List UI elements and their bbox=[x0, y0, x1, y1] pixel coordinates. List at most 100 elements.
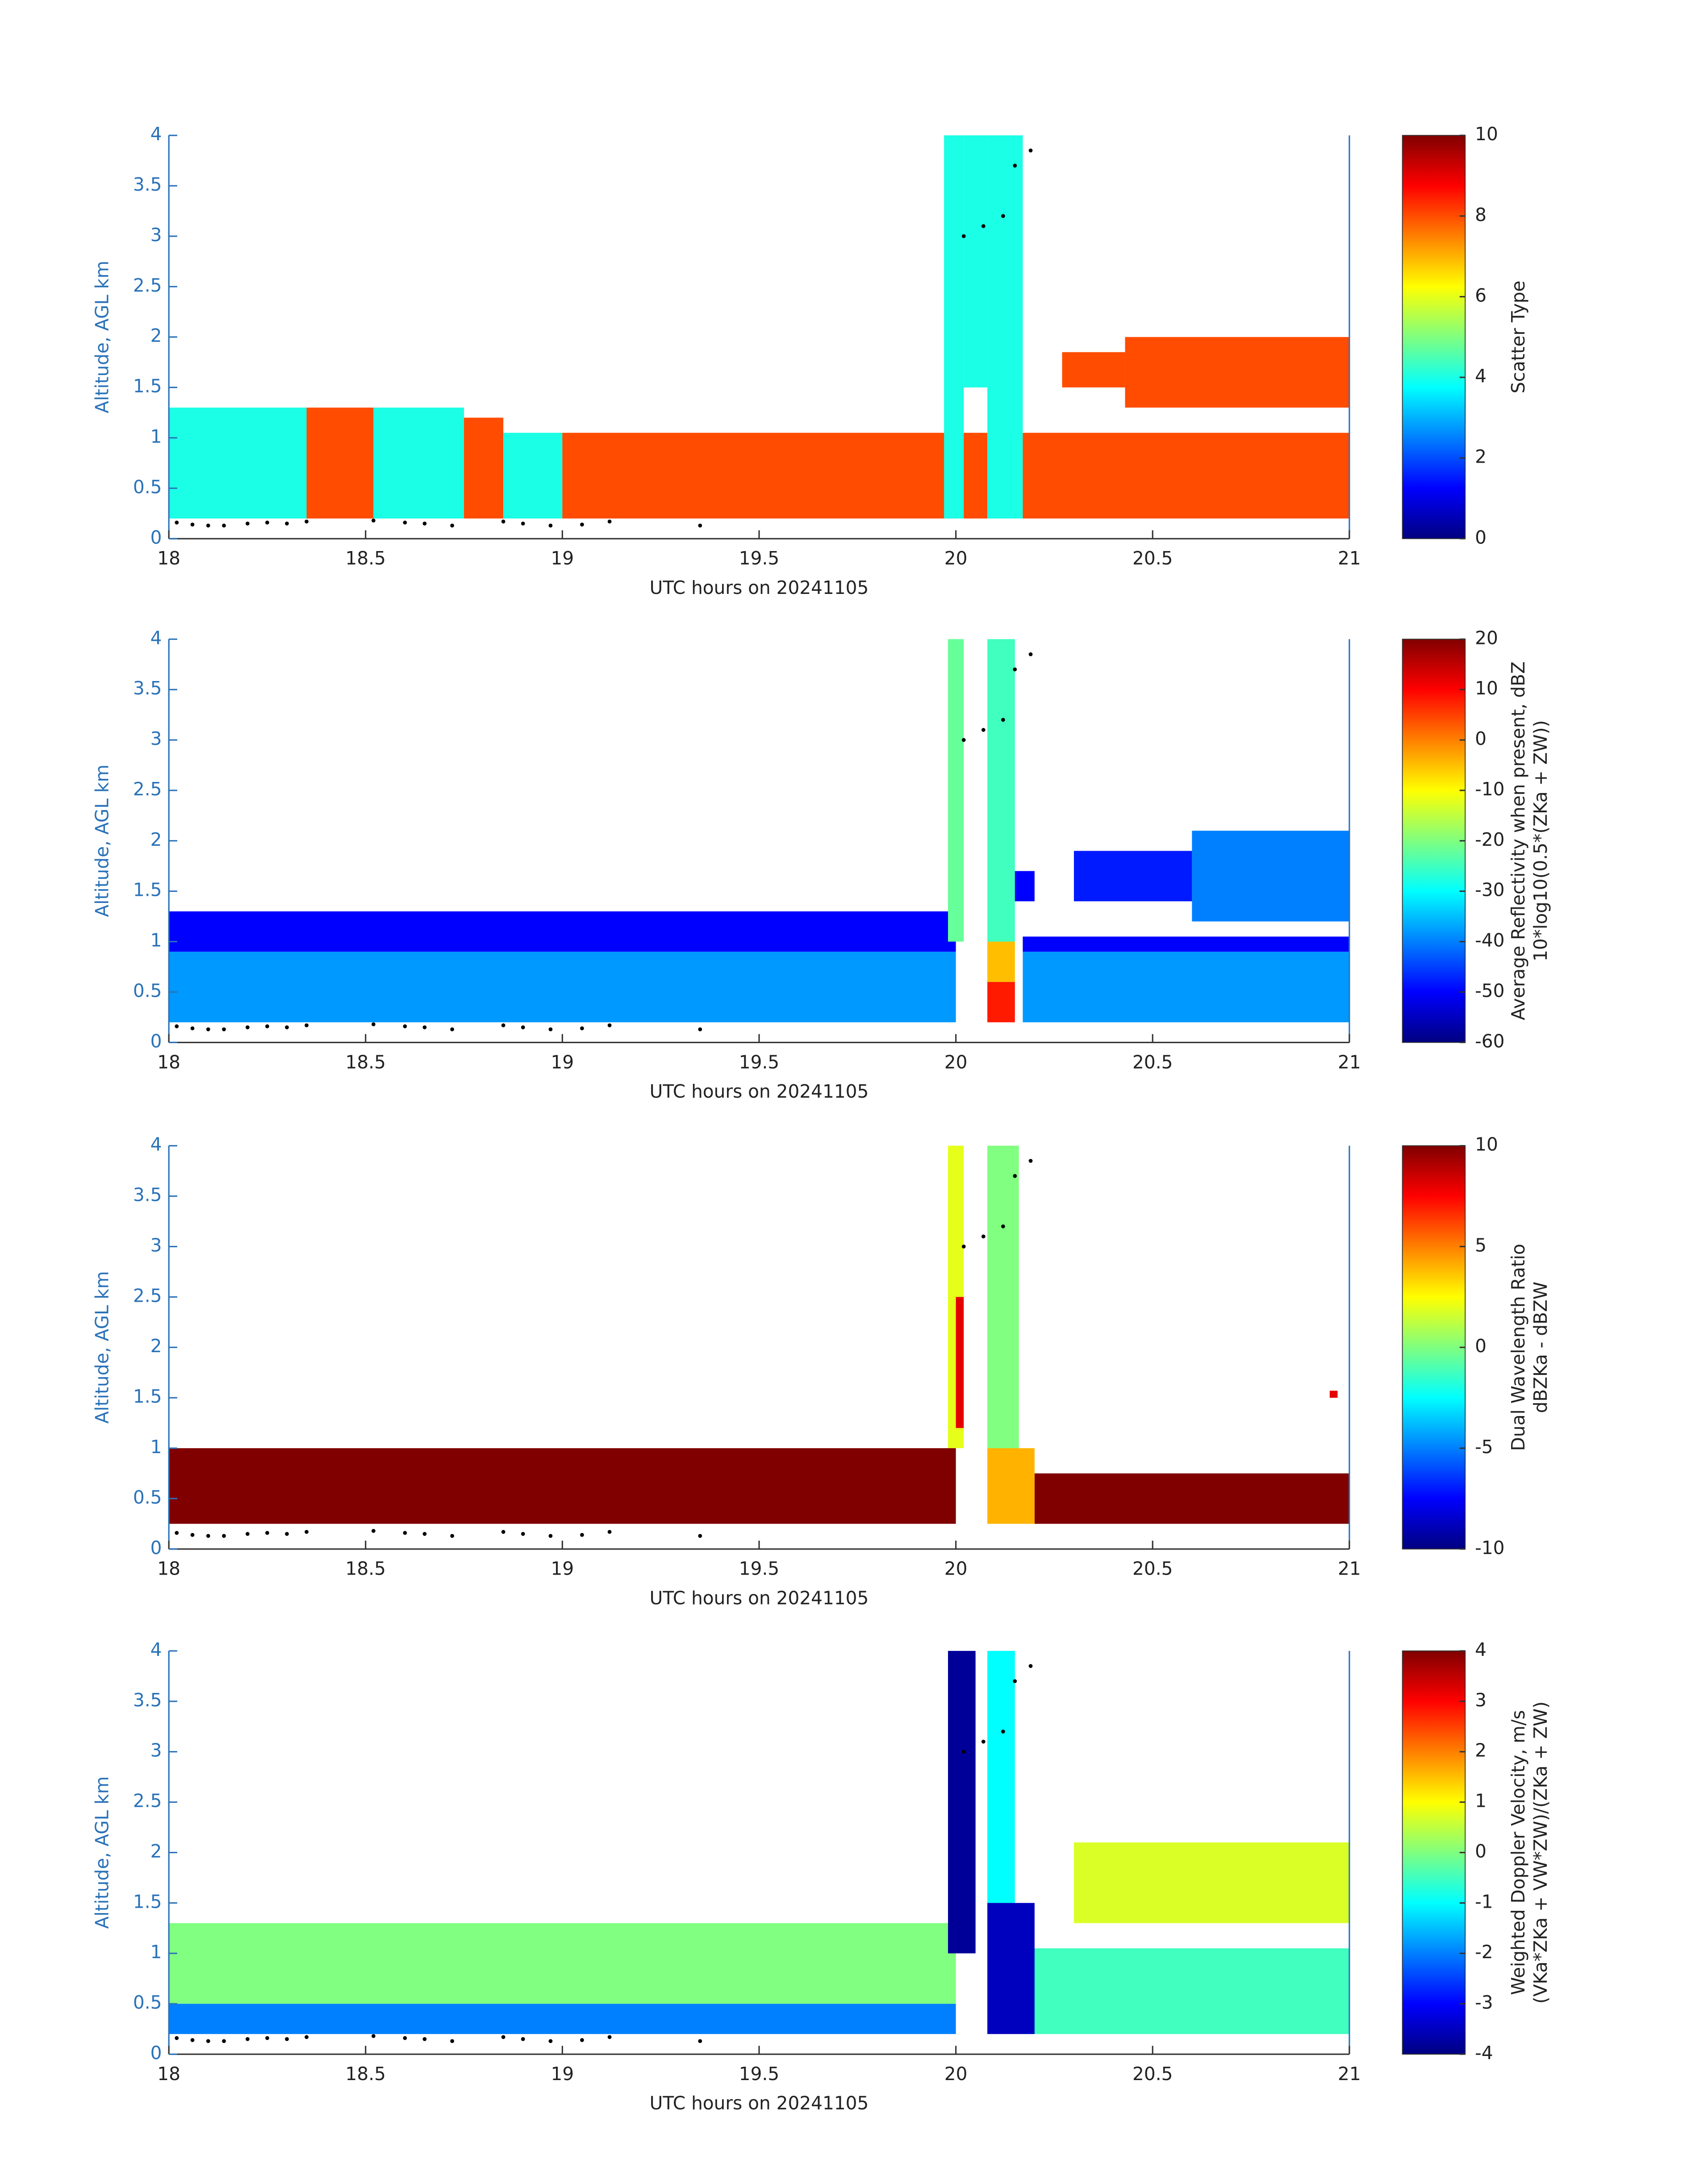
marker-dot bbox=[265, 1024, 269, 1028]
colorbar-tick-label: 6 bbox=[1475, 284, 1487, 306]
x-tick-label: 18.5 bbox=[346, 1051, 386, 1073]
marker-dot bbox=[981, 728, 986, 732]
heat-cell bbox=[948, 1651, 976, 1954]
x-tick-label: 21 bbox=[1338, 1558, 1361, 1579]
colorbar-tick-label: 5 bbox=[1475, 1234, 1487, 1256]
colorbar-label: Average Reflectivity when present, dBZ bbox=[1508, 661, 1529, 1020]
marker-dot bbox=[175, 520, 179, 525]
y-tick-label: 2 bbox=[150, 325, 162, 347]
colorbar-label: Dual Wavelength Ratio bbox=[1508, 1244, 1529, 1451]
y-tick-label: 1 bbox=[150, 1941, 162, 1963]
marker-dot bbox=[422, 2037, 427, 2041]
marker-dot bbox=[403, 2036, 407, 2040]
marker-dot bbox=[1028, 148, 1033, 153]
marker-dot bbox=[450, 1027, 454, 1032]
x-tick-label: 20.5 bbox=[1132, 547, 1173, 569]
marker-dot bbox=[961, 1245, 966, 1249]
marker-dot bbox=[548, 2039, 553, 2043]
colorbar bbox=[1402, 639, 1466, 1043]
marker-dot bbox=[305, 1529, 309, 1534]
x-tick-label: 20.5 bbox=[1132, 2063, 1173, 2085]
x-axis-label: UTC hours on 20241105 bbox=[650, 1587, 869, 1609]
marker-dot bbox=[246, 1025, 250, 1029]
heat-cell bbox=[964, 433, 988, 519]
y-tick-label: 3 bbox=[150, 1740, 162, 1761]
marker-dot bbox=[580, 522, 584, 527]
marker-dot bbox=[698, 2039, 702, 2043]
marker-dot bbox=[222, 1534, 226, 1538]
y-tick-label: 0 bbox=[150, 1537, 162, 1559]
marker-dot bbox=[285, 1025, 289, 1029]
marker-dot bbox=[981, 224, 986, 228]
x-tick-label: 19.5 bbox=[739, 547, 779, 569]
heat-cell bbox=[1192, 831, 1349, 922]
colorbar-tick-label: -60 bbox=[1475, 1030, 1504, 1052]
x-tick-label: 18 bbox=[157, 2063, 180, 2085]
marker-dot bbox=[961, 234, 966, 238]
marker-dot bbox=[175, 2036, 179, 2040]
marker-dot bbox=[190, 522, 195, 527]
y-tick-label: 2.5 bbox=[133, 778, 162, 800]
heat-cell bbox=[1329, 1391, 1338, 1398]
colorbar-tick-label: 3 bbox=[1475, 1689, 1487, 1711]
colorbar-tick-label: -50 bbox=[1475, 980, 1504, 1001]
marker-dot bbox=[422, 1025, 427, 1029]
x-tick-label: 18.5 bbox=[346, 2063, 386, 2085]
marker-dot bbox=[190, 1026, 195, 1031]
heat-cell bbox=[1015, 871, 1035, 902]
y-tick-label: 1.5 bbox=[133, 376, 162, 397]
marker-dot bbox=[1028, 652, 1033, 656]
marker-dot bbox=[175, 1531, 179, 1535]
colorbar-tick-label: 10 bbox=[1475, 1134, 1498, 1155]
marker-dot bbox=[1013, 1679, 1017, 1683]
heat-cell bbox=[987, 1145, 1019, 1448]
marker-dot bbox=[372, 518, 376, 522]
marker-dot bbox=[981, 1234, 986, 1239]
marker-dot bbox=[285, 2037, 289, 2041]
marker-dot bbox=[607, 1023, 612, 1028]
x-tick-label: 19.5 bbox=[739, 2063, 779, 2085]
marker-dot bbox=[548, 523, 553, 528]
heat-cell bbox=[1034, 1473, 1349, 1524]
marker-dot bbox=[1001, 1730, 1005, 1734]
marker-dot bbox=[1013, 667, 1017, 672]
colorbar-tick-label: -10 bbox=[1475, 1537, 1504, 1559]
marker-dot bbox=[372, 2034, 376, 2038]
x-tick-label: 20 bbox=[944, 1558, 968, 1579]
marker-dot bbox=[403, 520, 407, 525]
heat-cell bbox=[464, 418, 504, 519]
y-tick-label: 2 bbox=[150, 1840, 162, 1862]
colorbar-tick-label: -30 bbox=[1475, 879, 1504, 901]
heat-cell bbox=[503, 433, 563, 519]
marker-dot bbox=[206, 2039, 210, 2043]
heat-cell bbox=[306, 407, 374, 519]
y-tick-label: 3.5 bbox=[133, 174, 162, 195]
colorbar-tick-label: -1 bbox=[1475, 1891, 1493, 1912]
marker-dot bbox=[222, 2039, 226, 2043]
y-tick-label: 1 bbox=[150, 930, 162, 951]
marker-dot bbox=[222, 523, 226, 528]
heat-cell bbox=[987, 1448, 1035, 1524]
y-axis-label: Altitude, AGL km bbox=[91, 1776, 113, 1929]
heat-cell bbox=[1074, 851, 1192, 902]
y-tick-label: 4 bbox=[150, 123, 162, 145]
marker-dot bbox=[501, 2035, 505, 2039]
x-tick-label: 18.5 bbox=[346, 547, 386, 569]
heat-cell bbox=[169, 1923, 956, 2004]
y-tick-label: 2.5 bbox=[133, 275, 162, 296]
colorbar bbox=[1402, 135, 1466, 539]
marker-dot bbox=[501, 1023, 505, 1028]
colorbar-tick-label: -40 bbox=[1475, 930, 1504, 951]
marker-dot bbox=[175, 1024, 179, 1028]
y-axis-label: Altitude, AGL km bbox=[91, 1271, 113, 1424]
heat-cell bbox=[1125, 337, 1349, 408]
heat-cell bbox=[956, 1297, 964, 1428]
marker-dot bbox=[548, 1027, 553, 1032]
x-tick-label: 19 bbox=[551, 547, 574, 569]
heat-cell bbox=[169, 1448, 956, 1524]
y-tick-label: 0.5 bbox=[133, 1992, 162, 2013]
marker-dot bbox=[450, 523, 454, 528]
heat-cell bbox=[944, 135, 964, 519]
colorbar-tick-label: 0 bbox=[1475, 728, 1487, 749]
marker-dot bbox=[190, 2038, 195, 2042]
